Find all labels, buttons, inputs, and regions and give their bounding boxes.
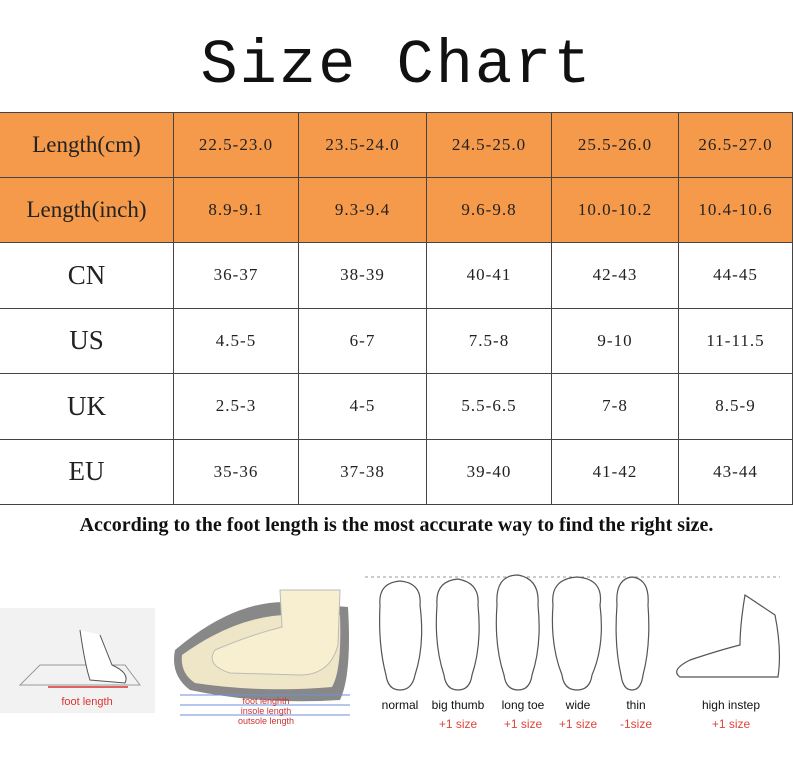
foot-type-label: wide [565, 698, 591, 712]
table-cell: 11-11.5 [679, 308, 793, 374]
size-adjust: -1size [620, 717, 652, 731]
foot-type-label: thin [626, 698, 645, 712]
foot-type-label: high instep [702, 698, 760, 712]
table-cell: 38-39 [299, 243, 427, 309]
table-cell: CN [0, 243, 174, 309]
foot-type-label: big thumb [432, 698, 485, 712]
size-table: Length(cm) 22.5-23.0 23.5-24.0 24.5-25.0 25.… [0, 112, 793, 505]
foot-type-label: long toe [502, 698, 545, 712]
size-adjust: +1 size [439, 717, 478, 731]
table-cell: 8.5-9 [679, 374, 793, 440]
size-adjust: +1 size [712, 717, 751, 731]
table-cell: Length(cm) [0, 112, 174, 178]
table-cell: Length(inch) [0, 177, 174, 243]
foot-in-shoe [211, 589, 341, 676]
table-cell: 9.3-9.4 [299, 177, 427, 243]
shoe-label: outsole length [238, 716, 294, 726]
table-cell: 44-45 [679, 243, 793, 309]
table-cell: 9-10 [552, 308, 679, 374]
note: According to the foot length is the most… [79, 514, 714, 536]
table-cell: 2.5-3 [174, 374, 299, 440]
shoe-label: foot lenghth [242, 696, 289, 706]
table-cell: 41-42 [552, 439, 679, 505]
table-cell: 7-8 [552, 374, 679, 440]
table-cell: 4.5-5 [174, 308, 299, 374]
table-cell: 24.5-25.0 [427, 112, 552, 178]
table-cell: 6-7 [299, 308, 427, 374]
table-cell: 37-38 [299, 439, 427, 505]
size-adjust: +1 size [559, 717, 598, 731]
table-cell: 40-41 [427, 243, 552, 309]
table-cell: 23.5-24.0 [299, 112, 427, 178]
table-cell: 25.5-26.0 [552, 112, 679, 178]
shoe-label: insole length [241, 706, 292, 716]
size-adjust: +1 size [504, 717, 543, 731]
title: Size Chart [200, 30, 593, 101]
table-cell: 22.5-23.0 [174, 112, 299, 178]
foot-length-label: foot length [61, 696, 112, 708]
table-cell: 39-40 [427, 439, 552, 505]
table-cell: 43-44 [679, 439, 793, 505]
table-cell: 35-36 [174, 439, 299, 505]
foot-outlines [379, 574, 781, 691]
table-cell: 7.5-8 [427, 308, 552, 374]
table-cell: UK [0, 374, 174, 440]
table-cell: US [0, 308, 174, 374]
table-cell: EU [0, 439, 174, 505]
table-cell: 4-5 [299, 374, 427, 440]
table-cell: 10.4-10.6 [679, 177, 793, 243]
foot-type-label: normal [382, 698, 419, 712]
table-cell: 10.0-10.2 [552, 177, 679, 243]
table-cell: 36-37 [174, 243, 299, 309]
table-cell: 42-43 [552, 243, 679, 309]
table-cell: 9.6-9.8 [427, 177, 552, 243]
table-cell: 26.5-27.0 [679, 112, 793, 178]
shoe-measure-lines [180, 694, 350, 716]
foot-panel [0, 608, 155, 713]
floor-outline [18, 664, 141, 686]
table-cell: 5.5-6.5 [427, 374, 552, 440]
table-cell: 8.9-9.1 [174, 177, 299, 243]
foot-drawing [79, 629, 127, 684]
